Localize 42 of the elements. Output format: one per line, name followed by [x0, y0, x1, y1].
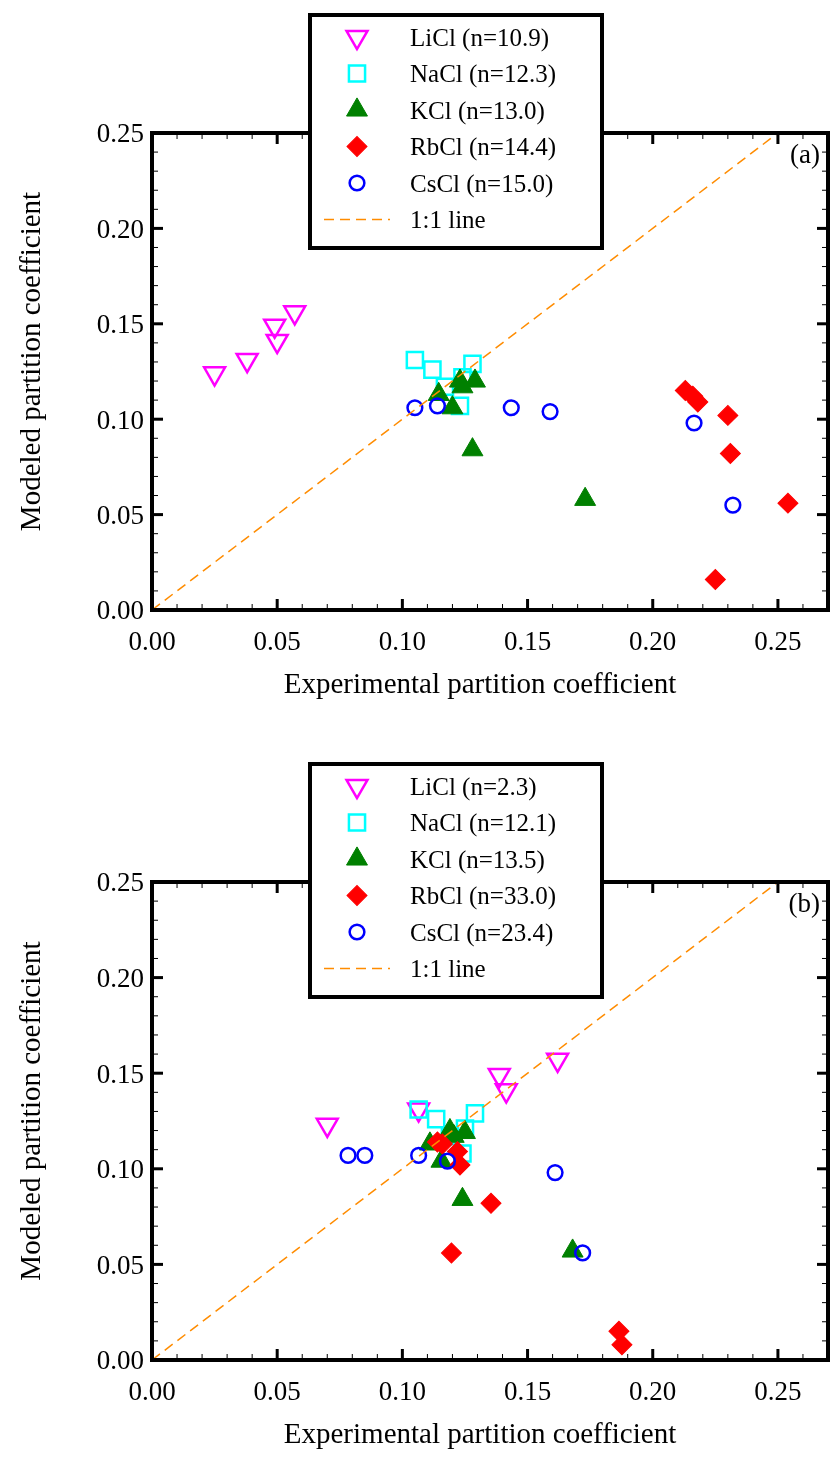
legend-label: 1:1 line [410, 206, 486, 234]
y-tick-label: 0.00 [96, 1345, 144, 1376]
annotation: (a) [790, 139, 820, 169]
legend-label: LiCl (n=2.3) [410, 772, 537, 801]
x-tick-label: 0.00 [128, 1376, 176, 1406]
y-tick-label: 0.20 [96, 963, 144, 994]
x-tick-label: 0.15 [503, 1376, 552, 1406]
y-tick-label: 0.10 [96, 404, 144, 435]
y-tick-label: 0.15 [96, 1058, 144, 1089]
x-tick-label: 0.25 [754, 1376, 802, 1406]
x-tick-label: 0.20 [629, 626, 677, 656]
legend-label: RbCl (n=33.0) [410, 882, 557, 911]
legend-label: NaCl (n=12.3) [410, 60, 557, 89]
y-axis-title: Modeled partition coefficient [14, 191, 46, 532]
x-tick-label: 0.05 [253, 626, 301, 656]
legend-label: 1:1 line [410, 955, 486, 983]
y-tick-label: 0.05 [96, 500, 144, 531]
y-tick-label: 0.05 [96, 1249, 144, 1280]
x-axis-title: Experimental partition coefficient [283, 1417, 677, 1449]
legend-label: CsCl (n=23.4) [410, 918, 554, 947]
y-tick-label: 0.20 [96, 213, 144, 244]
legend-label: KCl (n=13.0) [410, 96, 545, 125]
legend-label: CsCl (n=15.0) [410, 169, 554, 198]
x-tick-label: 0.15 [503, 626, 552, 656]
y-axis-title: Modeled partition coefficient [14, 941, 46, 1281]
y-tick-label: 0.15 [96, 309, 144, 340]
y-tick-label: 0.00 [96, 595, 144, 626]
x-tick-label: 0.00 [128, 626, 176, 656]
annotation: (b) [788, 888, 820, 918]
legend-label: KCl (n=13.5) [410, 845, 545, 874]
x-tick-label: 0.10 [378, 626, 426, 656]
legend-label: NaCl (n=12.1) [410, 809, 557, 838]
x-tick-label: 0.05 [253, 1376, 301, 1406]
x-tick-label: 0.10 [378, 1376, 426, 1406]
x-axis-title: Experimental partition coefficient [283, 667, 677, 699]
legend-label: RbCl (n=14.4) [410, 133, 557, 162]
legend-label: LiCl (n=10.9) [410, 23, 550, 52]
x-tick-label: 0.25 [754, 626, 802, 656]
x-tick-label: 0.20 [629, 1376, 677, 1406]
y-tick-label: 0.25 [96, 867, 144, 898]
y-tick-label: 0.25 [96, 118, 144, 149]
y-tick-label: 0.10 [96, 1154, 144, 1185]
